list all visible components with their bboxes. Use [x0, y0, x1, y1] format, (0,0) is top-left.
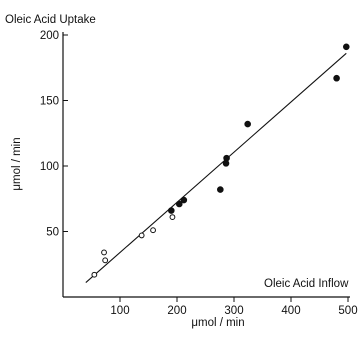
- filled-data-point: [222, 160, 230, 167]
- x-tick-label: 500: [338, 305, 357, 317]
- filled-data-point: [223, 154, 230, 162]
- filled-data-point: [180, 196, 188, 204]
- x-tick-label: 100: [110, 305, 129, 317]
- y-tick-label: 200: [40, 30, 59, 42]
- open-data-point: [91, 271, 98, 278]
- open-data-point: [169, 214, 176, 220]
- open-data-point: [101, 249, 107, 256]
- y-ticks: 50 100 150 200: [40, 30, 68, 239]
- x-axis-label: μmol / min: [191, 317, 244, 329]
- regression-line: [85, 52, 347, 284]
- y-tick-label: 50: [46, 227, 59, 239]
- x-tick-label: 400: [281, 305, 300, 317]
- open-data-point: [102, 257, 109, 264]
- filled-data-point: [168, 207, 175, 214]
- filled-data-point: [333, 74, 340, 82]
- open-data-point: [138, 232, 145, 239]
- y-tick-label: 150: [40, 96, 59, 108]
- x-tick-label: 200: [167, 305, 186, 317]
- data-points: [91, 43, 350, 278]
- filled-data-point: [342, 43, 350, 51]
- filled-data-point: [217, 186, 224, 193]
- x-tick-label: 300: [224, 305, 243, 317]
- filled-data-point: [244, 120, 251, 128]
- y-axis-label: μmol / min: [11, 137, 23, 190]
- axes: [62, 32, 350, 298]
- x-ticks: 100 200 300 400 500: [110, 297, 358, 317]
- x-annotation: Oleic Acid Inflow: [264, 278, 349, 290]
- chart-title: Oleic Acid Uptake: [5, 14, 96, 26]
- y-tick-label: 100: [40, 161, 59, 173]
- filled-data-point: [175, 200, 183, 208]
- open-data-point: [150, 227, 156, 234]
